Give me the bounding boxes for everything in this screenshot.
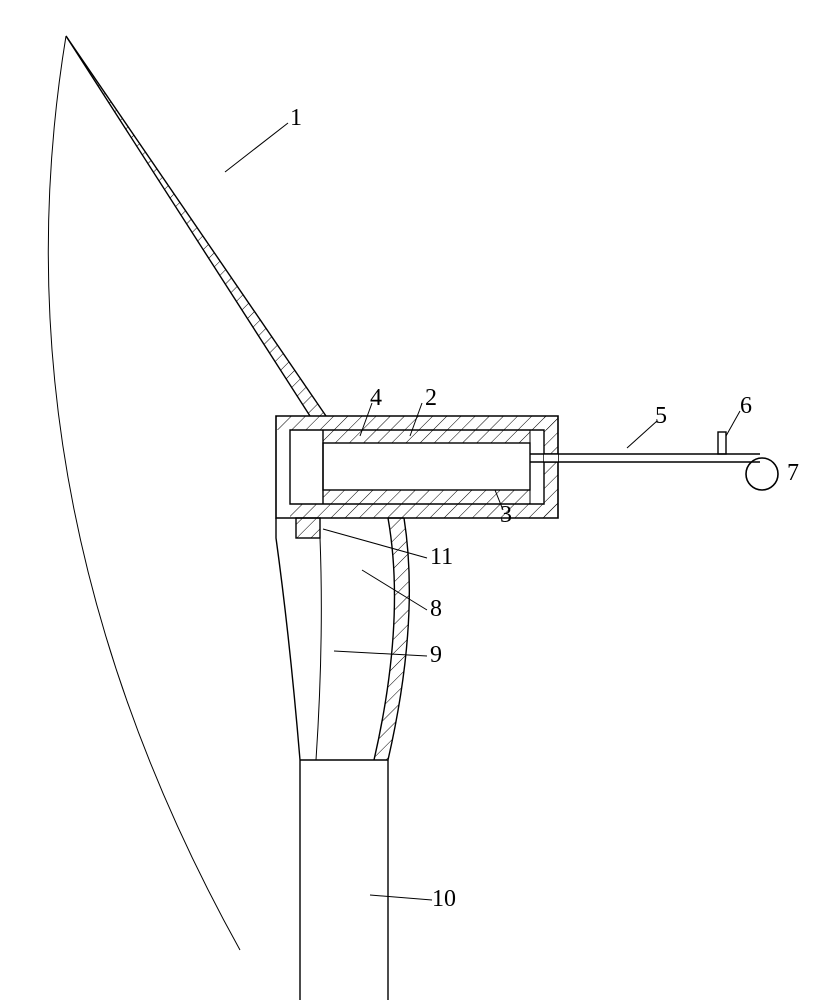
label-2: 2 <box>425 385 437 412</box>
end-wheel <box>746 458 778 490</box>
gap-bottom <box>323 490 530 504</box>
label-10: 10 <box>432 886 456 913</box>
label-4: 4 <box>370 385 382 412</box>
cone-wall-hatch <box>66 36 326 416</box>
label-8: 8 <box>430 596 442 623</box>
label-1: 1 <box>290 105 302 132</box>
label-5: 5 <box>655 403 667 430</box>
lower-funnel-right-hatch <box>374 518 409 760</box>
housing-bottom-wall <box>290 504 558 518</box>
housing-right-wall <box>544 416 558 518</box>
lower-channel-left-inner <box>316 538 321 760</box>
label-6: 6 <box>740 393 752 420</box>
shaft-notch <box>718 432 726 454</box>
label-3: 3 <box>500 502 512 529</box>
gap-top <box>323 430 530 443</box>
label-9: 9 <box>430 642 442 669</box>
lower-channel-left <box>276 518 300 760</box>
label-7: 7 <box>787 460 799 487</box>
piston-block <box>323 443 530 490</box>
label-11: 11 <box>430 544 453 571</box>
cone-front-arc <box>48 36 240 950</box>
